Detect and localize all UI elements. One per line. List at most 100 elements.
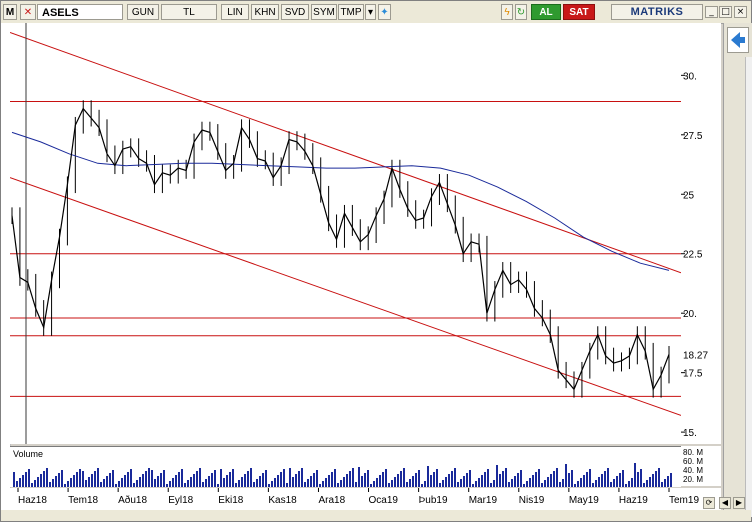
volume-bar [475, 481, 477, 487]
vertical-scrollbar[interactable] [745, 57, 752, 517]
volume-bar [16, 481, 18, 487]
volume-bar [58, 473, 60, 487]
date-tick-label: Mar19 [469, 495, 498, 506]
volume-bar [607, 468, 609, 487]
volume-bar [556, 468, 558, 487]
symbol-input[interactable]: ASELS [37, 4, 123, 20]
volume-bar [55, 476, 57, 487]
volume-bar [466, 473, 468, 487]
volume-bar [244, 474, 246, 487]
volume-bar [403, 468, 405, 487]
menu-button[interactable]: M [3, 4, 17, 20]
volume-bar [19, 478, 21, 487]
arrow-left-icon[interactable] [727, 27, 749, 53]
volume-bar [313, 473, 315, 487]
volume-bar [142, 474, 144, 487]
volume-bar [325, 478, 327, 487]
brand-logo: MATRIKS [611, 4, 703, 20]
volume-bar [367, 470, 369, 487]
volume-bar [37, 477, 39, 487]
volume-bar [565, 464, 567, 487]
volume-bar [283, 469, 285, 487]
date-tick-label: Eyl18 [168, 495, 193, 506]
volume-bar [664, 479, 666, 487]
volume-bar [400, 471, 402, 487]
moving-average-line [11, 131, 670, 271]
twitter-icon[interactable]: ✦ [378, 4, 391, 20]
sym-button[interactable]: SYM [311, 4, 337, 20]
volume-bar [370, 484, 372, 487]
minimize-button[interactable]: _ [705, 6, 718, 18]
volume-bar [631, 478, 633, 487]
price-chart[interactable] [10, 23, 681, 444]
volume-bar [667, 476, 669, 487]
khn-button[interactable]: KHN [251, 4, 279, 20]
volume-bar [499, 474, 501, 487]
volume-bar [634, 463, 636, 487]
volume-bar [469, 470, 471, 487]
volume-bar [442, 480, 444, 487]
volume-bar [130, 469, 132, 487]
volume-bar [301, 468, 303, 487]
volume-bar [163, 470, 165, 487]
scale-button[interactable]: LIN [221, 4, 249, 20]
volume-bar [490, 483, 492, 487]
trend-line [10, 32, 681, 274]
volume-bar [385, 469, 387, 487]
currency-button[interactable]: TL [161, 4, 217, 20]
volume-bar [604, 471, 606, 487]
maximize-button[interactable]: □ [719, 6, 732, 18]
volume-bar [337, 483, 339, 487]
volume-bar [100, 482, 102, 487]
volume-bar [592, 483, 594, 487]
volume-bar [670, 473, 672, 487]
volume-label: Volume [13, 449, 43, 459]
template-dropdown-icon[interactable]: ▾ [365, 4, 376, 20]
volume-bar [538, 469, 540, 487]
scroll-right-icon[interactable]: ▶ [733, 497, 745, 509]
volume-bar [502, 471, 504, 487]
volume-bar [388, 483, 390, 487]
sell-button[interactable]: SAT [563, 4, 595, 20]
template-button[interactable]: TMP [338, 4, 364, 20]
volume-bar [115, 484, 117, 487]
date-tick-label: Nis19 [519, 495, 545, 506]
toolbar: M ✕ ASELS GUN TL LIN KHN SVD SYM TMP ▾ ✦… [1, 1, 751, 24]
date-tick-label: Kas18 [268, 495, 297, 506]
volume-bar [340, 480, 342, 487]
volume-bar [439, 483, 441, 487]
volume-tick-label: 60. M [683, 457, 703, 466]
svd-button[interactable]: SVD [281, 4, 309, 20]
price-line [11, 107, 670, 392]
volume-bar [187, 480, 189, 487]
trend-line [10, 177, 681, 416]
volume-bar [553, 471, 555, 487]
volume-bar [262, 473, 264, 487]
volume-bar [205, 479, 207, 487]
volume-bar [472, 484, 474, 487]
volume-bar [583, 475, 585, 487]
refresh-icon[interactable]: ↻ [515, 4, 527, 20]
volume-bar [619, 473, 621, 487]
scroll-left-icon[interactable]: ◀ [719, 497, 731, 509]
sync-icon[interactable]: ⟳ [703, 497, 715, 509]
volume-bar [196, 471, 198, 487]
lightning-icon[interactable]: ϟ [501, 4, 513, 20]
volume-bar [235, 483, 237, 487]
volume-bar [568, 473, 570, 487]
volume-bar [94, 471, 96, 487]
close-button[interactable]: × [734, 6, 747, 18]
volume-bar [328, 475, 330, 487]
chart-type-icon[interactable]: ✕ [20, 4, 36, 20]
volume-bar [112, 470, 114, 487]
volume-bar [628, 481, 630, 487]
volume-bar [421, 484, 423, 487]
volume-bar [457, 482, 459, 487]
period-button[interactable]: GUN [127, 4, 159, 20]
volume-bar [157, 476, 159, 487]
buy-button[interactable]: AL [531, 4, 561, 20]
volume-bar [406, 482, 408, 487]
volume-panel: Volume [10, 446, 681, 487]
price-tick-label: 27.5 [683, 131, 703, 142]
volume-bar [217, 484, 219, 487]
